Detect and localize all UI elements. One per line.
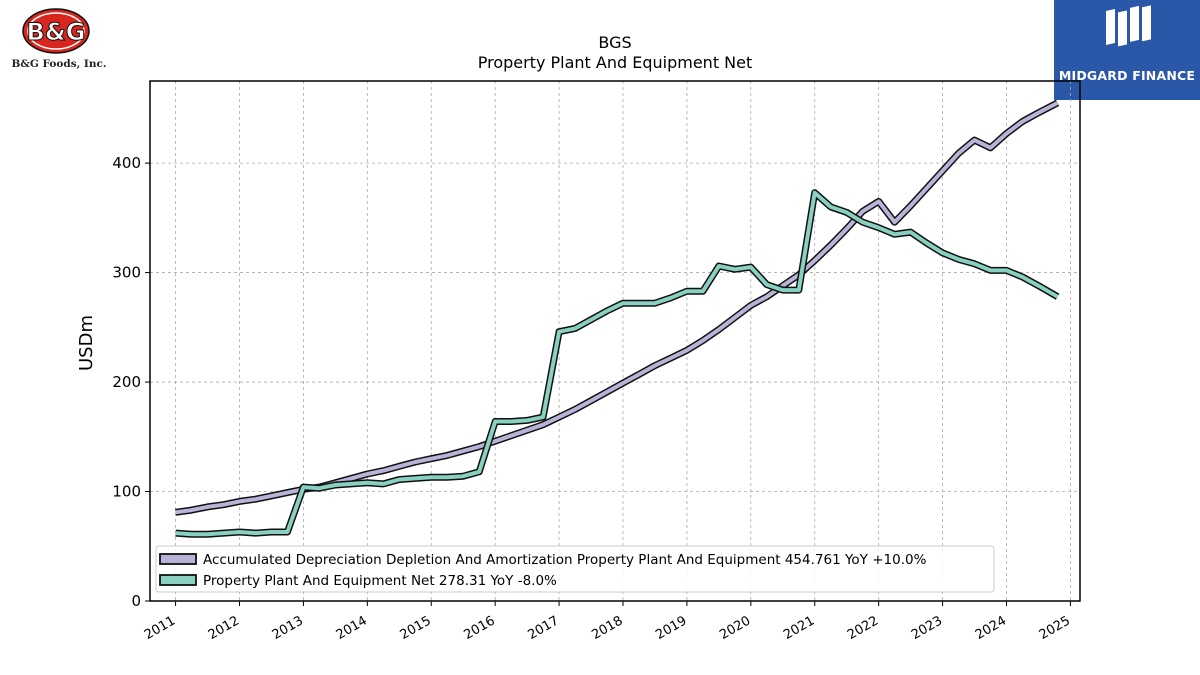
x-tick-label: 2018 bbox=[589, 613, 625, 643]
legend-label-1: Accumulated Depreciation Depletion And A… bbox=[203, 552, 927, 568]
legend-swatch-2 bbox=[159, 574, 197, 586]
x-tick-label: 2015 bbox=[398, 613, 434, 643]
company-logo: B&G B&G Foods, Inc. bbox=[4, 4, 114, 70]
series-layer bbox=[175, 99, 1060, 538]
company-name: B&G Foods, Inc. bbox=[11, 58, 107, 70]
x-tick-label: 2012 bbox=[206, 613, 242, 643]
brand-logo: MIDGARD FINANCE bbox=[1054, 0, 1200, 100]
y-tick-label: 400 bbox=[112, 154, 141, 172]
x-tick-label: 2017 bbox=[525, 613, 561, 643]
y-tick-label: 100 bbox=[112, 483, 141, 501]
plot-frame bbox=[149, 80, 1081, 602]
x-tick-label: 2025 bbox=[1037, 613, 1073, 643]
x-tick-label: 2022 bbox=[845, 613, 881, 643]
y-tick-label: 300 bbox=[112, 264, 141, 282]
x-tick-label: 2019 bbox=[653, 613, 689, 643]
x-tick-label: 2013 bbox=[270, 613, 306, 643]
grid bbox=[150, 81, 1080, 601]
x-tick-label: 2016 bbox=[462, 613, 498, 643]
legend-swatch-1 bbox=[159, 553, 197, 565]
x-tick-label: 2023 bbox=[909, 613, 945, 643]
y-tick-label: 0 bbox=[131, 592, 141, 610]
y-tick-label: 200 bbox=[112, 373, 141, 391]
x-tick-label: 2021 bbox=[781, 613, 817, 643]
brand-logo-icon bbox=[1106, 5, 1151, 47]
y-axis-label: USDm bbox=[76, 315, 97, 371]
legend-box bbox=[155, 545, 995, 593]
company-logo-mark: B&G bbox=[22, 8, 90, 54]
legend-label-2: Property Plant And Equipment Net 278.31 … bbox=[203, 573, 557, 589]
series-line-2 bbox=[175, 190, 1059, 537]
company-logo-text: B&G bbox=[27, 18, 86, 46]
brand-name: MIDGARD FINANCE bbox=[1058, 68, 1196, 83]
x-tick-label: 2011 bbox=[142, 613, 178, 643]
x-tick-label: 2024 bbox=[973, 613, 1009, 643]
chart-title: BGS bbox=[598, 33, 631, 52]
legend: Accumulated Depreciation Depletion And A… bbox=[155, 545, 995, 593]
x-tick-label: 2020 bbox=[717, 613, 753, 643]
x-tick-label: 2014 bbox=[334, 613, 370, 643]
chart-subtitle: Property Plant And Equipment Net bbox=[478, 53, 753, 72]
